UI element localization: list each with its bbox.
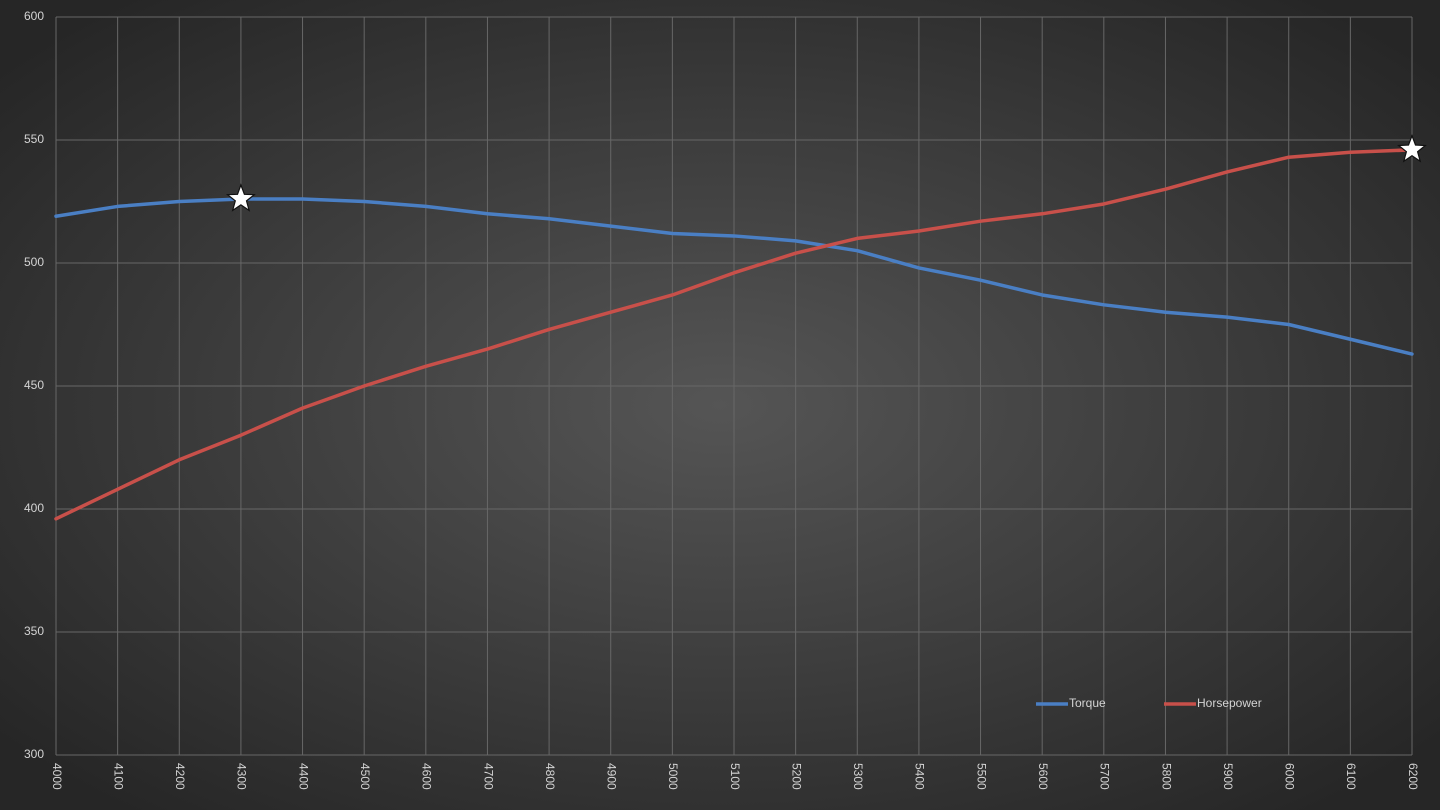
x-tick-label: 4100 (111, 763, 125, 790)
x-tick-label: 5500 (974, 763, 988, 790)
x-tick-label: 4200 (173, 763, 187, 790)
legend-label: Torque (1069, 696, 1106, 710)
peak-marker (1397, 134, 1427, 163)
x-tick-label: 6000 (1283, 763, 1297, 790)
x-tick-label: 5900 (1221, 763, 1235, 790)
x-tick-label: 5400 (913, 763, 927, 790)
x-tick-label: 5700 (1098, 763, 1112, 790)
x-tick-label: 4500 (358, 763, 372, 790)
x-tick-label: 4400 (296, 763, 310, 790)
x-tick-label: 4900 (605, 763, 619, 790)
x-tick-label: 4800 (543, 763, 557, 790)
x-tick-label: 5000 (666, 763, 680, 790)
x-tick-label: 5800 (1159, 763, 1173, 790)
y-tick-label: 500 (24, 255, 44, 269)
line-series (54, 148, 1414, 521)
y-tick-label: 350 (24, 624, 44, 638)
legend-label: Horsepower (1197, 696, 1262, 710)
x-tick-label: 4700 (481, 763, 495, 790)
y-tick-label: 550 (24, 132, 44, 146)
line-series (54, 197, 1414, 356)
x-tick-label: 4600 (420, 763, 434, 790)
x-tick-label: 5200 (789, 763, 803, 790)
x-tick-label: 4300 (235, 763, 249, 790)
x-tick-label: 6100 (1344, 763, 1358, 790)
peak-marker (225, 183, 256, 212)
x-tick-label: 5600 (1036, 763, 1050, 790)
x-tick-label: 5100 (728, 763, 742, 790)
y-tick-label: 300 (24, 747, 44, 761)
y-tick-label: 600 (24, 9, 44, 23)
x-tick-label: 5300 (851, 763, 865, 790)
y-tick-label: 400 (24, 501, 44, 515)
y-tick-label: 450 (24, 378, 44, 392)
x-tick-label: 4000 (50, 763, 64, 790)
x-tick-label: 6200 (1406, 763, 1420, 790)
